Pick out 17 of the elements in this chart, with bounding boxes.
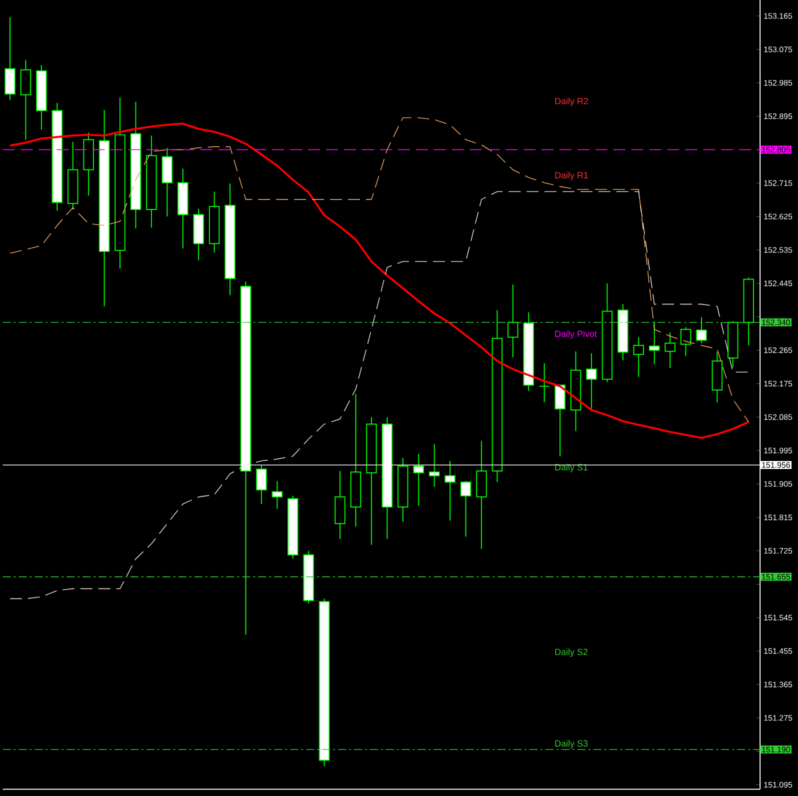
candlestick [460, 480, 472, 538]
candlestick [586, 352, 597, 412]
candlestick [648, 320, 660, 365]
annotation: Daily Pivot [555, 330, 597, 339]
candlestick [680, 326, 692, 357]
candlestick [664, 332, 676, 368]
annotation: Daily S1 [555, 464, 588, 472]
annotation: Daily R1 [555, 172, 588, 180]
candlestick [696, 316, 707, 344]
candlestick [508, 284, 518, 358]
candlestick [538, 362, 550, 403]
annotation: Daily R2 [555, 98, 588, 106]
candlestick [554, 384, 566, 456]
annotation: Daily S3 [555, 740, 588, 748]
annotation: Daily S2 [555, 648, 588, 657]
candlestick [633, 336, 644, 378]
candlestick [272, 480, 283, 510]
